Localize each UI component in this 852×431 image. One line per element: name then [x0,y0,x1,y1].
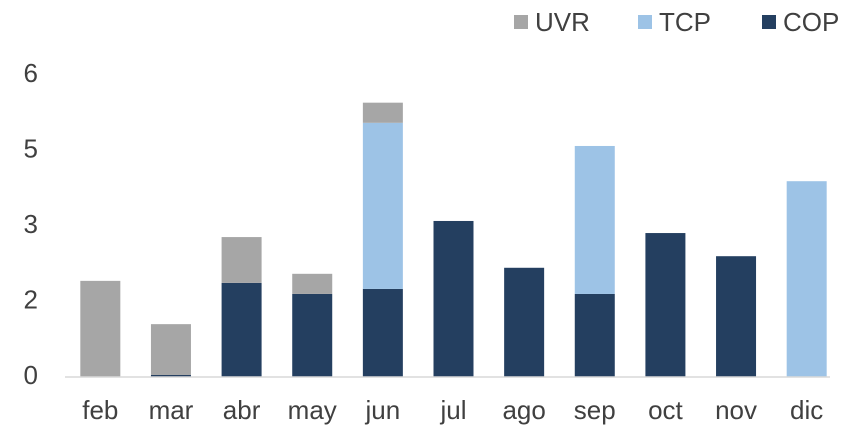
bar-segment [786,181,827,377]
bar-segment [150,374,191,377]
x-tick-label: may [288,395,337,425]
legend-label: UVR [535,7,590,37]
y-tick-label: 0 [24,360,38,390]
bar-segment [574,293,615,377]
x-tick-label: nov [715,395,757,425]
bar-segment [221,282,262,377]
bar-segment [574,145,615,294]
bar-segment [80,280,121,377]
bar-segment [504,267,545,377]
y-tick-label: 3 [24,209,38,239]
bar-segment [292,273,333,294]
x-tick-label: oct [648,395,683,425]
y-tick-label: 6 [24,58,38,88]
x-tick-label: dic [790,395,823,425]
x-tick-label: ago [502,395,545,425]
bar-segment [150,324,191,375]
bar-segment [433,220,474,377]
legend-label: TCP [659,7,711,37]
legend-label: COP [783,7,839,37]
bar-segment [362,102,403,123]
x-tick-label: abr [223,395,261,425]
x-tick-label: jun [365,395,401,425]
bar-segment [221,237,262,283]
bar-segment [292,293,333,377]
legend-swatch [514,15,528,29]
x-tick-label: mar [149,395,194,425]
bar-segment [645,233,686,377]
y-tick-label: 2 [24,284,38,314]
x-tick-label: jul [439,395,466,425]
x-tick-label: sep [574,395,616,425]
x-tick-label: feb [82,395,118,425]
bar-segment [362,122,403,289]
legend-swatch [762,15,776,29]
legend-swatch [638,15,652,29]
bar-segment [362,288,403,377]
bar-segment [716,256,757,377]
y-tick-label: 5 [24,133,38,163]
